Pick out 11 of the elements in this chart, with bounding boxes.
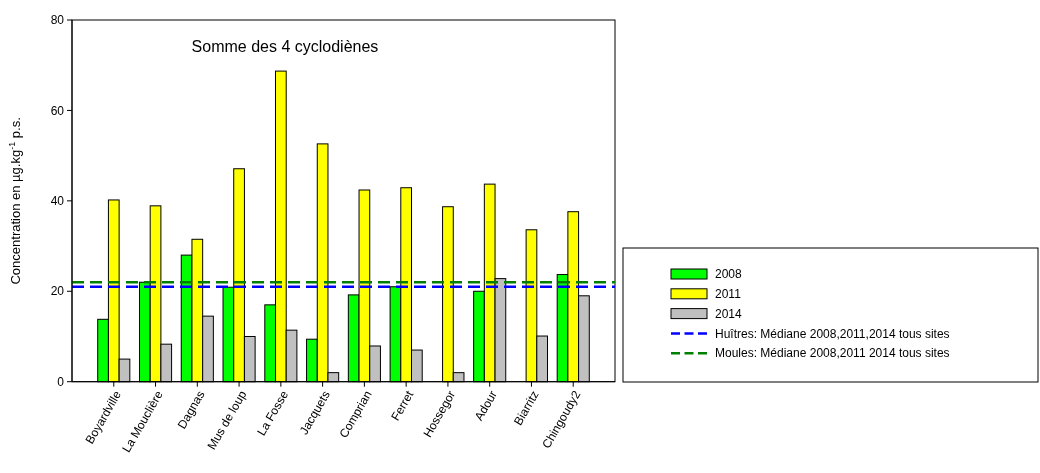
legend-label: Huîtres: Médiane 2008,2011,2014 tous sites [715,326,950,341]
y-tick-label: 60 [50,103,65,118]
legend-label: 2011 [715,287,742,301]
y-tick-label: 80 [50,13,65,28]
y-tick-label: 20 [50,284,65,299]
legend-label: 2014 [715,306,743,321]
legend-label: Moules: Médiane 2008,2011 2014 tous sites [715,346,950,361]
y-tick-label: 0 [57,374,65,389]
y-tick-label: 40 [50,194,65,209]
text: Somme des 4 cyclodiènes [191,38,379,55]
legend-label: 2008 [715,267,743,282]
